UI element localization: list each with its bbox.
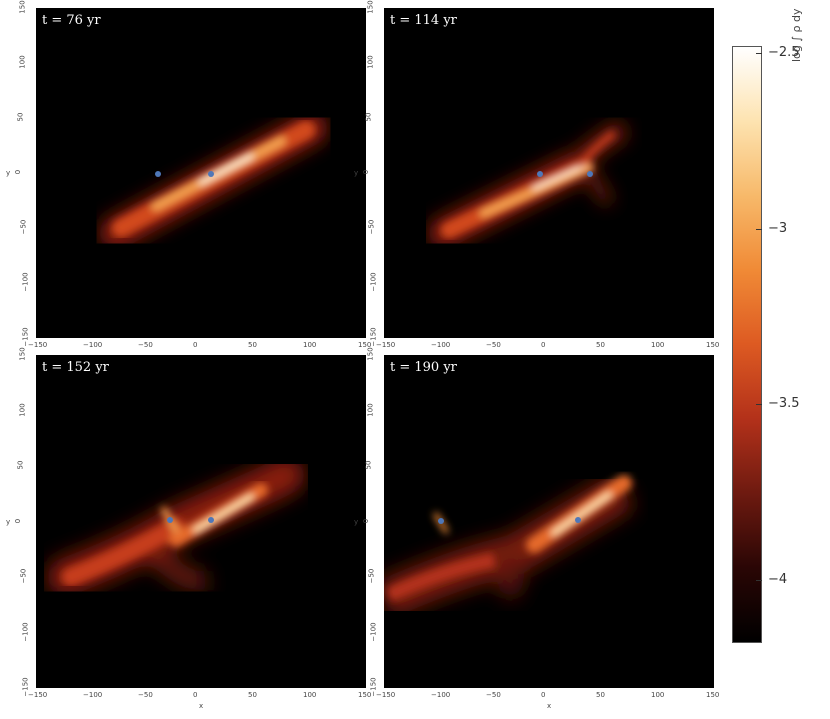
x-tick-label: 50 [248, 341, 257, 349]
y-tick-label: 150 [366, 347, 375, 361]
y-tick-label: 50 [364, 112, 373, 122]
panel-title: t = 114 yr [390, 13, 457, 28]
colorbar-tick-mark [756, 579, 762, 581]
y-tick-label: −50 [367, 219, 376, 235]
colorbar-tick-label: −3 [768, 220, 788, 236]
x-tick-label: 0 [541, 341, 546, 349]
panel-title: t = 190 yr [390, 360, 457, 375]
x-axis-label: x [199, 702, 204, 710]
colorbar-tick-mark [756, 53, 762, 55]
y-tick-label: −100 [21, 272, 30, 292]
x-tick-label: −150 [376, 341, 396, 349]
x-tick-label: 100 [651, 341, 665, 349]
x-tick-label: 50 [596, 341, 605, 349]
x-tick-label: 150 [706, 341, 720, 349]
y-tick-label: −150 [369, 327, 378, 347]
density-map-t152 [47, 456, 305, 596]
star-marker [575, 517, 581, 523]
x-tick-label: 0 [541, 691, 546, 699]
x-tick-label: 150 [706, 691, 720, 699]
x-tick-label: 100 [303, 691, 317, 699]
y-axis-label: y [6, 517, 11, 526]
x-tick-label: 100 [651, 691, 665, 699]
y-tick-label: 0 [362, 169, 371, 175]
x-tick-label: 50 [248, 691, 257, 699]
y-tick-label: 50 [16, 112, 25, 122]
y-axis-label: y [354, 169, 359, 177]
x-tick-label: 150 [358, 691, 372, 699]
y-tick-label: 100 [366, 55, 375, 69]
y-tick-label: 0 [362, 518, 371, 523]
y-axis-label: y [6, 169, 11, 177]
panel-t152: t = 152 yr [36, 355, 366, 688]
x-tick-label: −100 [83, 691, 103, 699]
x-tick-label: 0 [193, 691, 198, 699]
x-tick-label: 100 [303, 341, 317, 349]
y-tick-label: 100 [18, 402, 27, 417]
y-tick-label: −100 [21, 621, 30, 642]
star-marker [167, 517, 173, 523]
colorbar-tick-label: −4 [768, 571, 788, 587]
x-tick-label: −50 [138, 341, 153, 349]
y-tick-label: 100 [366, 402, 375, 417]
y-axis-label: y [354, 517, 359, 526]
colorbar [732, 46, 762, 643]
colorbar-tick-mark [756, 404, 762, 406]
star-marker [438, 518, 444, 524]
x-tick-label: −100 [431, 691, 451, 699]
x-tick-label: −150 [28, 341, 48, 349]
y-tick-label: −150 [369, 677, 378, 697]
x-tick-label: 50 [596, 691, 605, 699]
y-tick-label: 150 [18, 0, 27, 14]
star-marker [155, 171, 161, 177]
x-tick-label: −50 [486, 341, 501, 349]
star-marker [537, 171, 543, 177]
x-tick-label: −50 [486, 691, 501, 699]
panel-t76: t = 76 yr [36, 8, 366, 338]
x-axis-label: x [547, 702, 552, 710]
x-tick-label: −50 [138, 691, 153, 699]
x-tick-label: −150 [376, 691, 396, 699]
panel-t190: t = 190 yr [384, 355, 714, 688]
y-tick-label: 150 [18, 347, 27, 361]
star-marker [587, 171, 593, 177]
y-tick-label: 50 [16, 460, 25, 470]
star-marker [208, 171, 214, 177]
y-tick-label: 0 [14, 518, 23, 523]
y-tick-label: −50 [19, 219, 28, 235]
y-tick-label: −100 [369, 272, 378, 292]
panel-title: t = 76 yr [42, 13, 101, 28]
colorbar-tick-mark [756, 228, 762, 230]
y-tick-label: −50 [367, 568, 376, 584]
star-marker [208, 517, 214, 523]
panel-t114: t = 114 yr [384, 8, 714, 338]
y-tick-label: 150 [366, 0, 375, 14]
y-tick-label: 100 [18, 55, 27, 69]
y-tick-label: 50 [364, 460, 373, 470]
x-tick-label: 150 [358, 341, 372, 349]
y-tick-label: −100 [369, 621, 378, 642]
y-tick-label: −150 [21, 677, 30, 697]
colorbar-label: log ∫ ρ dy [790, 8, 803, 62]
y-tick-label: −150 [21, 327, 30, 347]
y-tick-label: 0 [14, 169, 23, 175]
colorbar-tick-label: −2.5 [768, 45, 800, 61]
x-tick-label: −100 [431, 341, 451, 349]
panel-title: t = 152 yr [42, 360, 109, 375]
x-tick-label: −150 [28, 691, 48, 699]
density-map-t190 [384, 472, 635, 619]
density-map-t76 [99, 111, 328, 250]
x-tick-label: 0 [193, 341, 198, 349]
x-tick-label: −100 [83, 341, 103, 349]
density-map-t114 [428, 119, 630, 249]
colorbar-tick-label: −3.5 [768, 396, 800, 412]
y-tick-label: −50 [19, 568, 28, 584]
